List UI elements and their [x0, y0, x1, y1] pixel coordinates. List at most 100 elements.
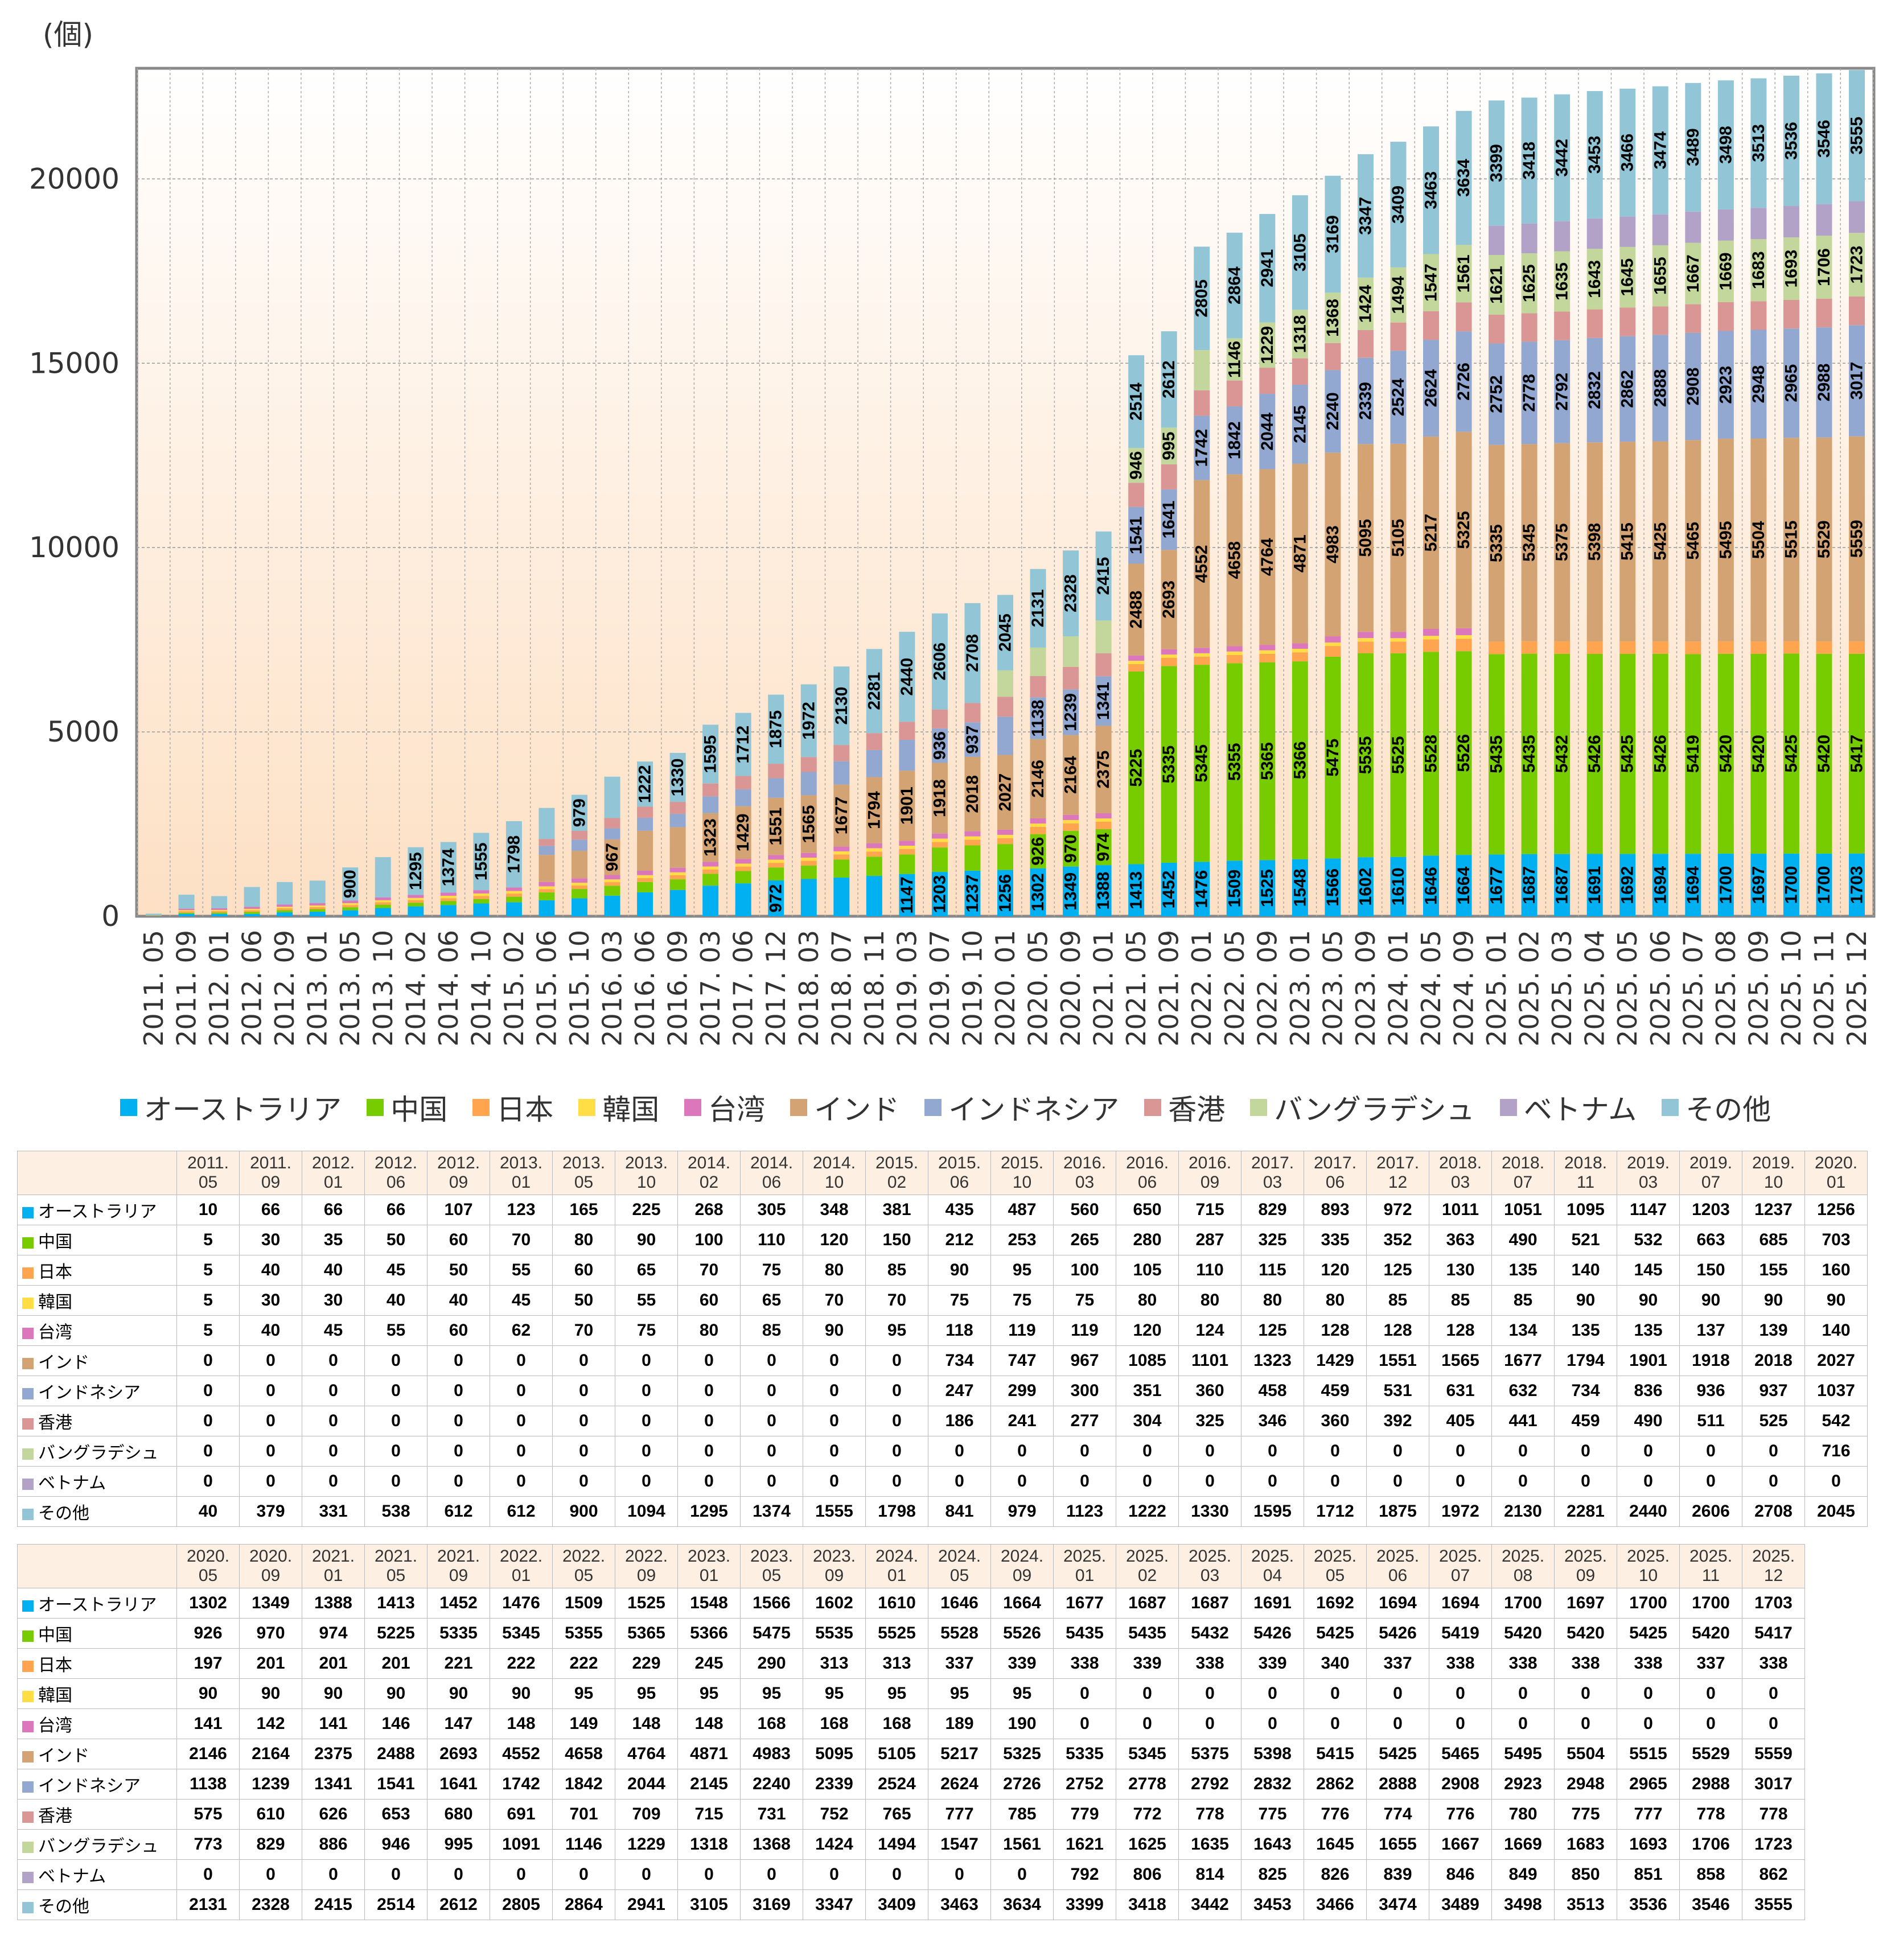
table-cell: 1413 — [364, 1588, 427, 1619]
table-cell: 0 — [552, 1406, 615, 1436]
table-column-header: 2025. 08 — [1491, 1544, 1555, 1588]
bar-segment — [211, 911, 228, 913]
bar-segment — [1063, 823, 1079, 831]
table-cell: 60 — [427, 1225, 490, 1255]
data-label: 1374 — [439, 848, 458, 886]
table-cell: 95 — [740, 1678, 803, 1709]
bar-segment — [1292, 859, 1308, 916]
bar-segment — [1586, 218, 1603, 249]
table-cell: 1548 — [677, 1588, 741, 1619]
bar-segment — [1489, 854, 1505, 916]
bar-segment — [735, 863, 751, 867]
bar-segment — [800, 795, 817, 853]
data-label: 4871 — [1290, 534, 1309, 573]
table-cell: 0 — [552, 1345, 615, 1376]
table-column-header: 2015. 06 — [928, 1151, 991, 1195]
table-cell: 776 — [1429, 1799, 1492, 1830]
data-label: 1692 — [1618, 866, 1637, 904]
table-cell: 0 — [176, 1376, 240, 1406]
bar-segment — [997, 595, 1013, 670]
bar-segment — [1685, 304, 1701, 333]
data-label: 2488 — [1127, 591, 1146, 629]
data-label: 1694 — [1651, 866, 1670, 904]
table-column-header: 2025. 11 — [1679, 1544, 1742, 1588]
table-row: ベトナム 0 0 0 0 0 0 0 0 0 0 0 0 0 0 792 806 814 825 826 839 846 8… — [17, 1859, 1805, 1890]
table-cell: 0 — [1804, 1466, 1868, 1497]
data-label: 2864 — [1225, 266, 1244, 304]
legend-label: 日本 — [496, 1093, 554, 1126]
data-label: 1239 — [1062, 693, 1080, 731]
bar-segment — [1357, 653, 1374, 858]
table-cell: 2908 — [1429, 1769, 1492, 1800]
bar-segment — [1685, 641, 1701, 654]
table-cell: 4658 — [552, 1739, 615, 1769]
bar-segment — [408, 895, 424, 898]
bar-segment — [572, 830, 587, 840]
table-series-name: 日本 — [17, 1648, 177, 1679]
table-cell: 2281 — [1554, 1496, 1617, 1527]
x-tick-label: 2022. 01 — [1186, 930, 1217, 1047]
table-cell: 55 — [615, 1285, 678, 1316]
table-cell: 0 — [490, 1406, 553, 1436]
bar-segment — [1783, 75, 1799, 207]
bar-segment — [1783, 653, 1799, 854]
bar-segment — [1259, 860, 1276, 916]
table-cell: 974 — [302, 1618, 365, 1649]
bar-segment — [538, 886, 555, 890]
legend-item: 中国 — [367, 1087, 447, 1128]
bar-segment — [1325, 656, 1341, 859]
bar-segment — [440, 898, 457, 901]
table-cell: 0 — [865, 1376, 928, 1406]
table-cell: 1667 — [1429, 1829, 1492, 1860]
bar-segment — [1652, 854, 1668, 916]
bar-segment — [1783, 853, 1799, 916]
table-column-header: 2025. 10 — [1617, 1544, 1680, 1588]
table-cell: 610 — [239, 1799, 302, 1830]
series-swatch — [22, 1509, 34, 1521]
table-cell: 65 — [615, 1255, 678, 1286]
x-tick-label: 2014. 06 — [433, 930, 464, 1047]
bar-segment — [1423, 652, 1439, 856]
bar-segment — [538, 855, 555, 882]
x-tick-label: 2019. 10 — [957, 930, 988, 1047]
table-cell: 0 — [990, 1859, 1054, 1890]
data-label: 1697 — [1749, 866, 1768, 904]
data-label: 1901 — [898, 787, 916, 825]
table-cell: 130 — [1429, 1255, 1492, 1286]
bar-segment — [1554, 340, 1571, 443]
table-cell: 0 — [1617, 1708, 1680, 1739]
table-cell: 0 — [302, 1345, 365, 1376]
bar-segment — [1095, 821, 1112, 829]
table-cell: 1146 — [552, 1829, 615, 1860]
bar-segment — [1750, 641, 1767, 654]
data-label: 5515 — [1782, 521, 1800, 559]
table-column-header: 2011. 05 — [176, 1151, 240, 1195]
table-cell: 0 — [615, 1406, 678, 1436]
bar-segment — [1619, 653, 1636, 854]
data-label: 2988 — [1815, 364, 1834, 402]
table-cell: 0 — [1053, 1466, 1116, 1497]
data-label: 5335 — [1160, 746, 1178, 784]
table-cell: 90 — [1742, 1285, 1805, 1316]
table-cell: 2832 — [1241, 1769, 1304, 1800]
table-cell: 0 — [490, 1859, 553, 1890]
legend-swatch — [472, 1099, 490, 1116]
bar-segment — [1685, 242, 1701, 304]
table-cell: 90 — [928, 1255, 991, 1286]
bar-segment — [768, 863, 784, 868]
table-column-header: 2022. 05 — [552, 1544, 615, 1588]
table-cell: 703 — [1804, 1225, 1868, 1255]
bar-segment — [505, 896, 522, 903]
data-label: 5365 — [1258, 742, 1277, 780]
bar-segment — [1717, 302, 1734, 331]
bar-segment — [702, 862, 719, 867]
table-cell: 225 — [615, 1195, 678, 1225]
table-column-header: 2025. 07 — [1429, 1544, 1492, 1588]
table-cell: 0 — [1742, 1466, 1805, 1497]
data-label: 3546 — [1815, 120, 1834, 158]
table-cell: 532 — [1617, 1225, 1680, 1255]
data-label: 3474 — [1651, 131, 1670, 169]
bar-segment — [146, 915, 162, 916]
series-name-text: 中国 — [38, 1626, 72, 1645]
table-cell: 60 — [552, 1255, 615, 1286]
